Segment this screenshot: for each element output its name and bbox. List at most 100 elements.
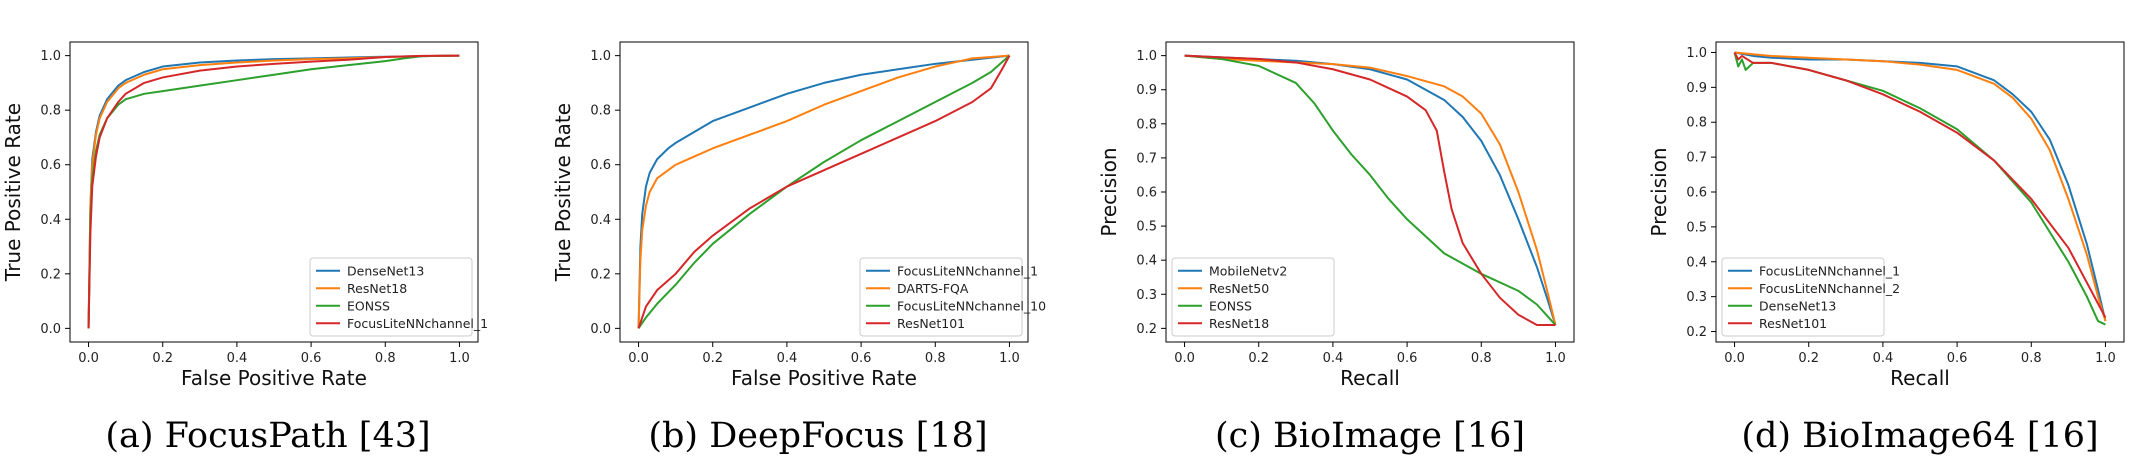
y-tick-label: 0.8	[40, 104, 61, 119]
y-tick-label: 0.8	[590, 104, 611, 119]
y-tick-label: 0.6	[1686, 186, 1707, 201]
series-line-2	[87, 54, 460, 329]
series-line-2	[1184, 54, 1557, 326]
legend-entry: ResNet18	[1209, 316, 1269, 331]
plot-frame	[69, 41, 479, 343]
subfigure-caption: (b) DeepFocus [18]	[648, 416, 987, 456]
y-tick-label: 0.4	[1686, 255, 1707, 270]
y-tick-label: 0.8	[1686, 116, 1707, 131]
series-line-1	[1734, 51, 2107, 322]
legend-box	[309, 257, 473, 337]
legend-entry: ResNet101	[897, 316, 965, 331]
y-tick-label: 0.4	[40, 213, 61, 228]
series-line-4	[637, 55, 1011, 329]
x-axis-label: Recall	[1340, 366, 1400, 390]
series-line-2	[637, 54, 1010, 329]
x-tick-label: 0.0	[628, 351, 649, 366]
x-tick-label: 0.2	[1798, 351, 1819, 366]
legend-entry: ResNet50	[1209, 281, 1269, 296]
legend-entry: FocusLiteNNchannel_10	[897, 298, 1046, 313]
legend-entry: ResNet18	[347, 281, 407, 296]
y-tick-label: 0.2	[1686, 325, 1707, 340]
chart-panel-3: 0.0 0.2 0.4 0.6 0.8 1.0 0.2 0.3 0.4 0.5 0.6 0.7 0.8 0…	[1097, 41, 1575, 456]
x-tick-label: 0.8	[925, 351, 946, 366]
y-axis-label: True Positive Rate	[551, 103, 575, 282]
legend-entry: FocusLiteNNchannel_2	[1759, 281, 1900, 296]
legend-box	[1721, 257, 1885, 337]
y-tick-label: 0.6	[40, 158, 61, 173]
y-tick-label: 0.7	[1136, 151, 1157, 166]
chart-panel-1: 0.0 0.2 0.4 0.6 0.8 1.0 0.0 0.2 0.4 0.6 0.8 1.0 Fals…	[1, 41, 488, 456]
legend-entry: FocusLiteNNchannel_1	[1759, 263, 1900, 278]
series-line-4	[1184, 54, 1556, 326]
y-tick-label: 0.4	[590, 213, 611, 228]
y-tick-label: 0.0	[590, 322, 611, 337]
legend-entry: EONSS	[1209, 298, 1252, 313]
y-tick-label: 0.9	[1136, 83, 1157, 98]
y-tick-label: 1.0	[40, 49, 61, 64]
y-tick-label: 0.3	[1686, 290, 1707, 305]
x-axis-label: Recall	[1890, 366, 1950, 390]
x-axis-label: False Positive Rate	[181, 366, 367, 390]
y-tick-label: 0.8	[1136, 117, 1157, 132]
legend-entry: DenseNet13	[1759, 298, 1836, 313]
y-tick-label: 0.6	[1136, 186, 1157, 201]
x-tick-label: 0.0	[1174, 351, 1195, 366]
legend-entry: FocusLiteNNchannel_1	[897, 263, 1038, 278]
x-tick-label: 0.8	[2021, 351, 2042, 366]
x-tick-label: 0.6	[1397, 351, 1418, 366]
legend-entry: EONSS	[347, 298, 390, 313]
subfigure-caption: (d) BioImage64 [16]	[1741, 416, 2098, 456]
y-axis-label: Precision	[1097, 147, 1121, 236]
legend: FocusLiteNNchannel_1 FocusLiteNNchannel_2…	[1721, 257, 1900, 337]
y-tick-label: 0.5	[1136, 220, 1157, 235]
x-tick-label: 0.0	[78, 351, 99, 366]
plot-frame	[619, 41, 1029, 343]
x-tick-label: 1.0	[449, 351, 470, 366]
x-tick-label: 0.2	[702, 351, 723, 366]
series-line-2	[1734, 51, 2107, 322]
x-tick-label: 0.4	[1873, 351, 1894, 366]
x-tick-label: 0.4	[777, 351, 798, 366]
legend-box	[859, 257, 1023, 337]
x-tick-label: 1.0	[2095, 351, 2116, 366]
legend-entry: DenseNet13	[347, 263, 424, 278]
chart-panel-4: 0.0 0.2 0.4 0.6 0.8 1.0 0.2 0.3 0.4 0.5 0.6 0.7 0.8 0…	[1647, 41, 2125, 456]
y-tick-label: 0.7	[1686, 151, 1707, 166]
x-tick-label: 0.6	[851, 351, 872, 366]
series-line-4	[87, 54, 460, 329]
subfigure-caption: (c) BioImage [16]	[1215, 416, 1525, 456]
legend-entry: DARTS-FQA	[897, 281, 969, 296]
legend-entry: FocusLiteNNchannel_1	[347, 316, 488, 331]
legend: FocusLiteNNchannel_1 DARTS-FQA FocusLiteNN…	[859, 257, 1046, 337]
y-tick-label: 0.2	[40, 267, 61, 282]
series-line-3	[87, 54, 460, 329]
subfigure-caption: (a) FocusPath [43]	[105, 416, 430, 456]
y-tick-label: 0.6	[590, 158, 611, 173]
y-tick-label: 0.0	[40, 322, 61, 337]
legend: MobileNetv2 ResNet50 EONSS ResNet18	[1171, 257, 1335, 337]
legend-box	[1171, 257, 1335, 337]
x-axis-label: False Positive Rate	[731, 366, 917, 390]
x-tick-label: 1.0	[1545, 351, 1566, 366]
x-tick-label: 0.8	[1471, 351, 1492, 366]
legend-entry: MobileNetv2	[1209, 263, 1287, 278]
x-tick-label: 1.0	[999, 351, 1020, 366]
y-tick-label: 0.9	[1686, 81, 1707, 96]
x-tick-label: 0.4	[227, 351, 248, 366]
x-tick-label: 0.2	[152, 351, 173, 366]
y-tick-label: 0.3	[1136, 288, 1157, 303]
y-tick-label: 1.0	[1136, 49, 1157, 64]
series-line-4	[1733, 52, 2107, 319]
series-line-3	[1733, 52, 2106, 326]
y-tick-label: 0.2	[590, 267, 611, 282]
x-tick-label: 0.6	[1947, 351, 1968, 366]
y-axis-label: True Positive Rate	[1, 103, 25, 282]
legend-entry: ResNet101	[1759, 316, 1827, 331]
legend: DenseNet13 ResNet18 EONSS FocusLiteNNchanne…	[309, 257, 488, 337]
y-tick-label: 1.0	[1686, 46, 1707, 61]
chart-panel-2: 0.0 0.2 0.4 0.6 0.8 1.0 0.0 0.2 0.4 0.6 0.8 1.0 Fals…	[551, 41, 1046, 456]
y-tick-label: 1.0	[590, 49, 611, 64]
x-tick-label: 0.4	[1323, 351, 1344, 366]
